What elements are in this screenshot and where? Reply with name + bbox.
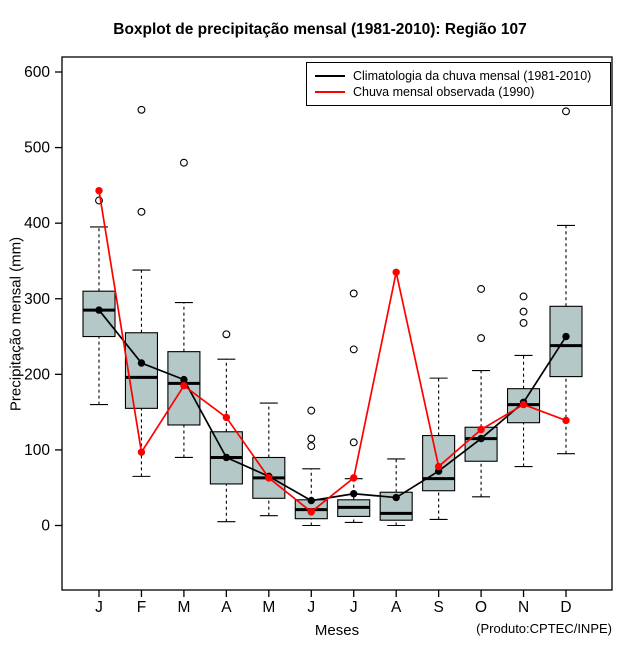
series-point-0 (307, 496, 315, 505)
outlier-point (477, 334, 486, 343)
plot-frame (61, 56, 613, 591)
series-point-1 (392, 268, 400, 276)
y-axis-tick-label: 0 (41, 518, 50, 535)
legend-label: Climatologia da chuva mensal (1981-2010) (353, 69, 592, 83)
y-axis-tick-label: 600 (24, 64, 50, 81)
series-point-0 (562, 332, 570, 341)
series-point-1 (519, 400, 528, 409)
series-point-1 (265, 474, 273, 482)
series-point-1 (137, 448, 146, 456)
y-axis-tick-label: 400 (24, 215, 50, 232)
series-point-0 (222, 453, 231, 462)
legend-line-swatch (315, 75, 345, 77)
series-line-0 (98, 309, 567, 502)
outlier-point (222, 330, 231, 339)
series-point-0 (180, 375, 188, 384)
boxplot-box (549, 305, 583, 378)
legend: Climatologia da chuva mensal (1981-2010)… (306, 62, 611, 106)
y-axis-tick-label: 200 (24, 366, 50, 383)
x-axis-label: Meses (314, 622, 360, 639)
series-point-1 (222, 413, 231, 422)
x-axis-tick-label: S (433, 599, 443, 616)
legend-line-swatch (315, 91, 345, 93)
outlier-point (562, 107, 570, 116)
x-axis-tick-label: J (95, 599, 103, 616)
outlier-point (307, 442, 316, 451)
outlier-point (477, 284, 486, 293)
outlier-point (307, 406, 316, 415)
x-axis-tick-label: M (177, 599, 190, 616)
y-axis-tick-label: 100 (24, 442, 50, 459)
x-axis-tick-label: J (350, 599, 358, 616)
boxplot-box (124, 332, 159, 409)
series-point-0 (392, 493, 400, 502)
series-point-1 (477, 425, 485, 434)
legend-item: Chuva mensal observada (1990) (315, 84, 606, 100)
outlier-point (349, 289, 358, 298)
outlier-point (179, 158, 188, 167)
x-axis-tick-label: A (391, 599, 402, 616)
y-axis-label: Precipitação mensal (mm) (7, 236, 25, 412)
series-point-0 (350, 490, 358, 498)
series-point-1 (95, 186, 103, 195)
legend-item: Climatologia da chuva mensal (1981-2010) (315, 68, 606, 84)
outlier-point (349, 345, 358, 354)
legend-label: Chuva mensal observada (1990) (353, 85, 535, 99)
outlier-point (519, 307, 528, 316)
y-axis-tick-label: 500 (24, 140, 50, 157)
outlier-point (137, 207, 146, 216)
x-axis-tick-label: A (221, 599, 232, 616)
x-axis-tick-label: N (518, 599, 529, 616)
outlier-point (95, 196, 103, 205)
outlier-point (349, 438, 358, 447)
series-point-0 (477, 434, 485, 443)
x-axis-tick-label: O (475, 599, 487, 616)
series-point-0 (95, 306, 103, 314)
credit-text: (Produto:CPTEC/INPE) (476, 621, 612, 636)
outlier-point (519, 292, 528, 301)
outlier-point (137, 105, 146, 114)
outlier-point (307, 434, 316, 443)
x-axis-tick-label: J (307, 599, 315, 616)
series-point-1 (307, 508, 315, 516)
x-axis-tick-label: D (560, 599, 571, 616)
outlier-point (519, 318, 528, 327)
series-point-0 (137, 359, 146, 367)
series-point-1 (350, 474, 358, 482)
boxplot-box (82, 290, 116, 338)
series-line-1 (98, 190, 567, 513)
series-point-1 (562, 416, 570, 425)
series-point-1 (434, 462, 443, 471)
series-point-1 (180, 381, 188, 390)
chart-title: Boxplot de precipitação mensal (1981-201… (113, 21, 527, 38)
x-axis-tick-label: M (262, 599, 275, 616)
x-axis-tick-label: F (137, 599, 146, 616)
y-axis-tick-label: 300 (24, 291, 50, 308)
